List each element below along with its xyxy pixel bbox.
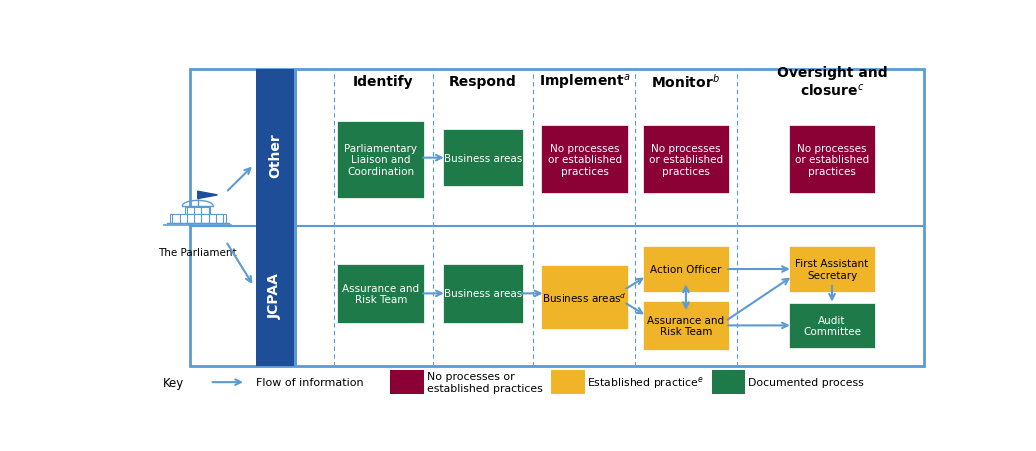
Text: Respond: Respond xyxy=(449,75,517,89)
FancyBboxPatch shape xyxy=(185,207,210,215)
Text: No processes
or established
practices: No processes or established practices xyxy=(548,143,622,177)
Text: Flow of information: Flow of information xyxy=(256,377,364,387)
Text: Oversight and
closure$^{c}$: Oversight and closure$^{c}$ xyxy=(777,66,888,98)
Text: Identify: Identify xyxy=(353,75,413,89)
Text: Parliamentary
Liaison and
Coordination: Parliamentary Liaison and Coordination xyxy=(344,143,418,177)
FancyBboxPatch shape xyxy=(642,126,729,194)
FancyBboxPatch shape xyxy=(294,70,297,367)
FancyBboxPatch shape xyxy=(442,129,523,187)
Text: Action Officer: Action Officer xyxy=(651,264,722,274)
FancyBboxPatch shape xyxy=(170,214,226,223)
Text: Other: Other xyxy=(268,133,282,177)
FancyBboxPatch shape xyxy=(542,126,628,194)
Text: Documented process: Documented process xyxy=(748,377,863,387)
FancyBboxPatch shape xyxy=(788,303,875,348)
Polygon shape xyxy=(198,192,218,199)
FancyBboxPatch shape xyxy=(642,247,729,292)
FancyBboxPatch shape xyxy=(542,265,628,329)
Text: Implement$^{a}$: Implement$^{a}$ xyxy=(539,73,631,92)
Text: Business areas: Business areas xyxy=(443,153,522,163)
Text: JCPAA: JCPAA xyxy=(268,272,282,318)
FancyBboxPatch shape xyxy=(338,264,424,323)
FancyBboxPatch shape xyxy=(338,122,424,198)
FancyBboxPatch shape xyxy=(788,247,875,292)
FancyBboxPatch shape xyxy=(391,370,424,395)
Text: Monitor$^{b}$: Monitor$^{b}$ xyxy=(652,73,720,91)
Text: Business areas$^{d}$: Business areas$^{d}$ xyxy=(543,290,627,304)
Text: Audit
Committee: Audit Committee xyxy=(803,315,861,336)
FancyBboxPatch shape xyxy=(190,70,924,367)
FancyBboxPatch shape xyxy=(712,370,745,395)
Text: The Parliament: The Parliament xyxy=(159,247,237,257)
Text: First Assistant
Secretary: First Assistant Secretary xyxy=(796,259,868,280)
Text: No processes or
established practices: No processes or established practices xyxy=(427,372,542,393)
Text: No processes
or established
practices: No processes or established practices xyxy=(795,143,869,177)
FancyBboxPatch shape xyxy=(551,370,584,395)
Text: Assurance and
Risk Team: Assurance and Risk Team xyxy=(342,283,420,304)
Text: Assurance and
Risk Team: Assurance and Risk Team xyxy=(648,315,724,336)
Text: Business areas: Business areas xyxy=(443,289,522,299)
Text: Key: Key xyxy=(164,376,184,389)
Text: No processes
or established
practices: No processes or established practices xyxy=(649,143,723,177)
FancyBboxPatch shape xyxy=(788,126,875,194)
FancyBboxPatch shape xyxy=(642,301,729,350)
FancyBboxPatch shape xyxy=(256,70,294,367)
Text: Established practice$^{e}$: Established practice$^{e}$ xyxy=(587,374,703,390)
FancyBboxPatch shape xyxy=(442,264,523,323)
